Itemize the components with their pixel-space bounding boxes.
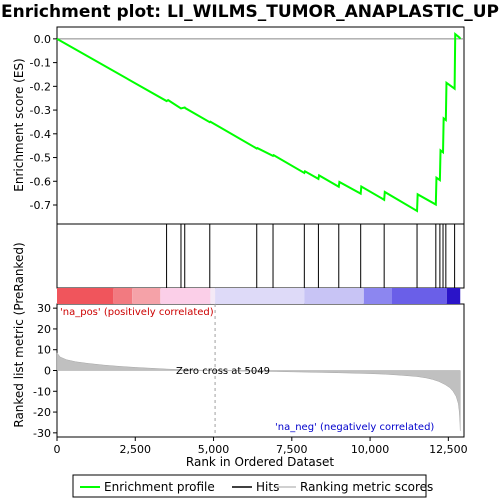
legend-metric-label: Ranking metric scores xyxy=(300,480,433,494)
enrichment-profile-layer xyxy=(56,32,462,213)
es-y-tick-label: -0.4 xyxy=(30,128,51,141)
rank-y-tick-label: 30 xyxy=(37,302,51,315)
es-y-tick-label: -0.7 xyxy=(30,199,51,212)
x-axis-title: Rank in Ordered Dataset xyxy=(186,455,334,469)
es-y-tick-label: -0.5 xyxy=(30,152,51,165)
legend: Enrichment profile Hits Ranking metric s… xyxy=(72,474,433,498)
rank-y-tick-label: 10 xyxy=(37,344,51,357)
legend-profile-label: Enrichment profile xyxy=(104,480,215,494)
x-tick-label: 7,500 xyxy=(276,443,308,456)
rank-y-axis-title: Ranked list metric (PreRanked) xyxy=(12,242,26,427)
legend-hits-label: Hits xyxy=(256,480,279,494)
color-bar-segment xyxy=(391,288,447,304)
color-bar-segment xyxy=(215,288,305,304)
es-y-ticks: 0.0 -0.1 -0.2 -0.3 -0.4 -0.5 -0.6 -0.7 xyxy=(30,33,57,212)
rank-y-tick-label: 20 xyxy=(37,323,51,336)
color-bar-layer xyxy=(57,288,461,304)
ranking-metric-layer xyxy=(56,304,461,437)
x-tick-label: 5,000 xyxy=(198,443,230,456)
color-bar-segment xyxy=(160,288,211,304)
rank-y-tick-label: -30 xyxy=(33,427,51,440)
enrichment-profile-line xyxy=(56,32,462,213)
rank-y-ticks: 30 20 10 0 -10 -20 -30 xyxy=(33,302,57,440)
hits-panel-frame xyxy=(56,223,465,289)
x-tick-label: 10,000 xyxy=(351,443,390,456)
chart-title: Enrichment plot: LI_WILMS_TUMOR_ANAPLAST… xyxy=(1,2,499,22)
x-tick-label: 2,500 xyxy=(120,443,152,456)
color-bar-segment xyxy=(210,288,216,304)
color-bar-segment xyxy=(304,288,364,304)
ranking-metric-area xyxy=(56,352,461,431)
es-y-tick-label: -0.6 xyxy=(30,175,51,188)
rank-y-tick-label: -20 xyxy=(33,406,51,419)
color-bar-segment xyxy=(446,288,461,304)
es-y-tick-label: -0.1 xyxy=(30,57,51,70)
rank-y-tick-label: 0 xyxy=(44,365,51,378)
legend-box xyxy=(72,474,427,498)
hits-layer xyxy=(166,224,456,288)
x-tick-label: 12,500 xyxy=(429,443,468,456)
negative-correlation-label: 'na_neg' (negatively correlated) xyxy=(275,422,434,433)
color-bar-segment xyxy=(113,288,133,304)
rank-y-tick-label: -10 xyxy=(33,385,51,398)
positive-correlation-label: 'na_pos' (positively correlated) xyxy=(60,307,214,318)
color-bar-segment xyxy=(57,288,114,304)
es-panel-frame xyxy=(56,26,465,225)
zero-cross-label: Zero cross at 5049 xyxy=(176,366,270,377)
es-y-tick-label: -0.3 xyxy=(30,104,51,117)
color-bar-segment xyxy=(132,288,161,304)
color-bar-segment xyxy=(363,288,392,304)
es-y-tick-label: 0.0 xyxy=(34,33,52,46)
es-y-tick-label: -0.2 xyxy=(30,80,51,93)
x-axis-ticks: 0 2,500 5,000 7,500 10,000 12,500 xyxy=(54,437,468,456)
es-y-axis-title: Enrichment score (ES) xyxy=(12,58,26,191)
x-tick-label: 0 xyxy=(54,443,61,456)
